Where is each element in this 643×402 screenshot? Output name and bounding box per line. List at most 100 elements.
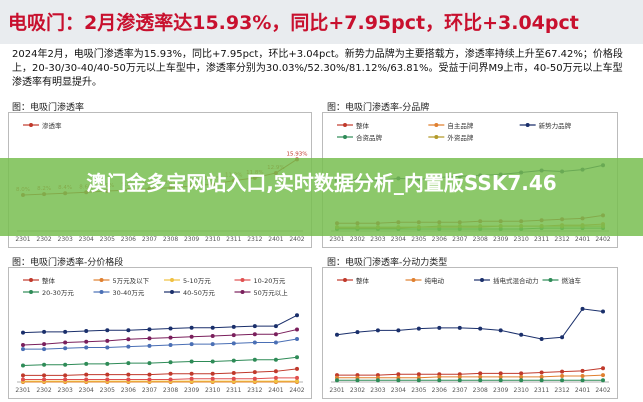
- data-point: [457, 378, 462, 383]
- overlay-banner-text[interactable]: 澳门金多宝网站入口,实时数据分析_内置版SSK7.46: [86, 171, 557, 195]
- x-tick-label: 2303: [370, 387, 385, 394]
- data-point: [478, 371, 483, 376]
- legend-marker: [343, 135, 347, 139]
- x-tick-label: 2402: [595, 387, 610, 394]
- data-point: [84, 377, 89, 382]
- data-point: [84, 339, 89, 344]
- data-point: [21, 373, 25, 378]
- legend-marker: [343, 278, 347, 282]
- data-point: [437, 374, 442, 379]
- legend-label: 30-40万元: [113, 289, 145, 297]
- series-line: [22, 356, 298, 367]
- overlay-banner[interactable]: 澳门金多宝网站入口,实时数据分析_内置版SSK7.46: [0, 158, 643, 236]
- series-line: [22, 314, 298, 334]
- data-point: [252, 357, 257, 362]
- header-bar: 电吸门：2月渗透率达15.93%，同比+7.95pct，环比+3.04pct: [0, 0, 643, 44]
- series-line: [23, 368, 298, 376]
- data-point: [560, 378, 565, 383]
- data-point: [210, 325, 215, 330]
- x-tick-label: 2307: [142, 387, 157, 394]
- data-point: [189, 325, 194, 330]
- data-point: [580, 378, 585, 383]
- x-tick-label: 2402: [289, 387, 304, 394]
- data-point: [63, 340, 68, 345]
- data-point: [105, 377, 110, 382]
- legend-marker: [343, 123, 347, 127]
- x-tick-label: 2301: [329, 236, 344, 243]
- data-point: [189, 334, 194, 339]
- data-point: [375, 378, 380, 383]
- legend-label: 纯电动: [425, 276, 445, 285]
- data-point: [126, 344, 131, 349]
- legend-label: 整体: [356, 276, 370, 285]
- x-tick-label: 2302: [36, 387, 51, 394]
- x-tick-label: 2307: [452, 236, 467, 243]
- x-tick-label: 2305: [100, 236, 115, 243]
- data-point: [189, 376, 194, 381]
- data-point: [498, 374, 503, 379]
- legend-marker: [434, 123, 439, 127]
- data-point: [168, 326, 173, 331]
- x-tick-label: 2301: [15, 387, 30, 394]
- data-point: [42, 347, 47, 352]
- data-point: [295, 327, 299, 332]
- data-point: [416, 326, 421, 331]
- data-point: [21, 343, 25, 347]
- data-point: [396, 328, 401, 333]
- data-point: [147, 377, 152, 382]
- summary-text: 2024年2月，电吸门渗透率为15.93%，同比+7.95pct，环比+3.04…: [12, 49, 623, 88]
- panel-4-title: 图：电吸门渗透率-分动力类型: [327, 258, 448, 268]
- data-point: [63, 329, 68, 334]
- legend-label: 20-30万元: [42, 289, 74, 297]
- data-point: [168, 360, 173, 365]
- data-point: [42, 377, 47, 382]
- panel-2-title: 图：电吸门渗透率-分品牌: [327, 103, 430, 113]
- data-point: [105, 338, 110, 343]
- data-point: [42, 342, 47, 347]
- series-line: [336, 308, 604, 340]
- data-point: [539, 337, 544, 341]
- data-point: [231, 333, 236, 338]
- data-point: [231, 370, 236, 375]
- data-point: [273, 375, 278, 380]
- x-tick-label: 2310: [205, 387, 220, 394]
- x-tick-label: 2308: [163, 236, 178, 243]
- x-tick-label: 2309: [184, 387, 199, 394]
- legend-marker: [548, 278, 553, 282]
- data-point: [601, 309, 605, 314]
- data-point: [168, 335, 173, 340]
- legend-marker: [29, 290, 33, 294]
- data-point: [21, 377, 25, 382]
- x-tick-label: 2401: [268, 387, 283, 394]
- data-point: [416, 378, 421, 383]
- data-point: [295, 313, 299, 318]
- legend-marker: [525, 123, 530, 127]
- series-line: [23, 377, 297, 381]
- legend-label: 40-50万元: [183, 289, 215, 297]
- legend-marker: [480, 278, 484, 282]
- x-tick-label: 2304: [79, 236, 94, 243]
- data-point: [84, 345, 89, 350]
- data-point: [252, 332, 257, 337]
- data-point: [478, 326, 483, 331]
- data-point: [295, 379, 299, 384]
- x-tick-label: 2310: [205, 236, 220, 243]
- legend-marker: [411, 278, 416, 282]
- series-line: [337, 374, 604, 379]
- data-point: [560, 369, 565, 374]
- legend-marker: [29, 278, 33, 282]
- data-point: [396, 372, 401, 377]
- x-tick-label: 2302: [350, 387, 365, 394]
- legend-label: 新势力品牌: [539, 121, 572, 130]
- x-tick-label: 2312: [247, 387, 262, 394]
- x-tick-label: 2304: [391, 387, 406, 394]
- data-point: [437, 378, 442, 383]
- legend-marker: [29, 123, 33, 127]
- data-point: [478, 374, 483, 379]
- x-tick-label: 2302: [36, 236, 51, 243]
- data-point: [355, 330, 360, 335]
- data-point: [84, 329, 89, 334]
- data-point: [210, 333, 215, 338]
- x-tick-label: 2309: [184, 236, 199, 243]
- data-point: [416, 372, 421, 377]
